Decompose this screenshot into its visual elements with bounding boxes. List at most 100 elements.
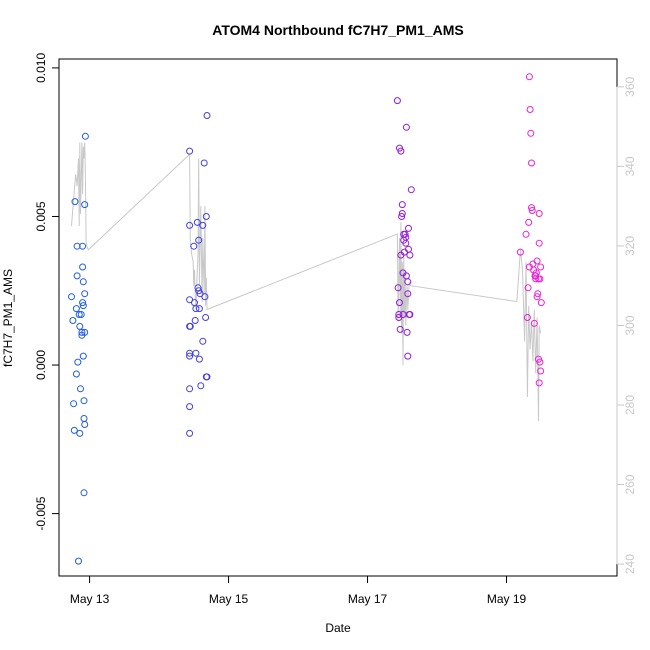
scatter-point xyxy=(398,213,406,220)
scatter-point xyxy=(80,397,88,405)
scatter-point xyxy=(528,159,535,167)
y-tick-label: 0.000 xyxy=(34,350,48,380)
scatter-point xyxy=(77,385,84,393)
scatter-point xyxy=(402,123,410,131)
scatter-point xyxy=(405,245,412,253)
scatter-point xyxy=(394,284,402,292)
scatter-point xyxy=(79,263,87,271)
secondary-line-layer xyxy=(71,142,542,421)
scatter-point xyxy=(75,557,82,565)
y2-tick-label: 340 xyxy=(623,156,637,176)
scatter-point xyxy=(532,272,540,280)
scatter-point xyxy=(407,186,415,194)
x-tick-label: May 15 xyxy=(209,592,249,606)
y-axis-label: fC7H7_PM1_AMS xyxy=(1,269,15,367)
scatter-point xyxy=(79,299,87,307)
scatter-point xyxy=(81,201,89,209)
scatter-point xyxy=(516,248,524,256)
scatter-point xyxy=(406,311,414,318)
scatter-point xyxy=(194,284,202,292)
y-axis-left: -0.005 0.000 0.005 0.010 xyxy=(34,53,59,531)
scatter-point xyxy=(81,132,89,140)
plot-frame xyxy=(58,58,618,577)
y2-tick-label: 240 xyxy=(623,554,637,574)
scatter-point xyxy=(195,236,203,244)
scatter-point xyxy=(78,328,86,336)
scatter-point xyxy=(403,328,411,336)
scatter-point xyxy=(197,382,205,390)
scatter-point xyxy=(79,278,87,286)
scatter-point xyxy=(72,305,80,313)
scatter-point xyxy=(199,221,207,229)
scatter-point xyxy=(79,242,87,250)
scatter-point xyxy=(79,302,87,310)
scatter-point xyxy=(81,328,89,336)
scatter-point xyxy=(404,352,412,360)
scatter-point xyxy=(70,426,78,434)
scatter-point xyxy=(401,230,409,238)
scatter-point xyxy=(193,218,201,226)
scatter-point xyxy=(74,358,82,366)
y-tick-label: -0.005 xyxy=(34,496,48,530)
scatter-point xyxy=(186,429,194,437)
scatter-point xyxy=(535,210,543,217)
x-tick-label: May 17 xyxy=(348,592,388,606)
scatter-point xyxy=(395,311,403,318)
scatter-point xyxy=(397,147,405,155)
scatter-point xyxy=(81,290,89,298)
scatter-point xyxy=(398,210,406,217)
scatter-point xyxy=(532,269,540,277)
scatter-point xyxy=(393,97,401,105)
scatter-point xyxy=(203,373,211,381)
scatter-point xyxy=(405,224,412,232)
scatter-point xyxy=(191,317,199,324)
scatter-point xyxy=(195,305,203,313)
secondary-series-line xyxy=(71,142,542,421)
scatter-point xyxy=(192,349,200,357)
scatter-point xyxy=(68,293,75,301)
scatter-point xyxy=(537,263,545,271)
y2-tick-label: 280 xyxy=(623,395,637,415)
scatter-point xyxy=(526,106,534,113)
scatter-point xyxy=(201,293,209,301)
scatter-point xyxy=(72,370,80,378)
scatter-point xyxy=(396,299,403,307)
scatter-point xyxy=(192,305,200,313)
y2-tick-label: 360 xyxy=(623,76,637,96)
scatter-point xyxy=(527,129,535,137)
scatter-point xyxy=(81,421,89,428)
scatter-point xyxy=(80,489,88,497)
scatter-point xyxy=(80,415,88,422)
scatter-point xyxy=(186,147,194,155)
scatter-point xyxy=(534,290,542,298)
scatter-point xyxy=(396,325,404,333)
x-tick-label: May 19 xyxy=(487,592,527,606)
scatter-point xyxy=(535,239,543,247)
scatter-point xyxy=(77,311,85,318)
x-axis-label: Date xyxy=(325,621,351,635)
scatter-points-layer xyxy=(68,73,545,565)
y-tick-label: 0.005 xyxy=(34,201,48,231)
y2-tick-label: 300 xyxy=(623,315,637,335)
scatter-point xyxy=(71,198,79,206)
scatter-point xyxy=(79,352,87,360)
scatter-point xyxy=(528,204,535,212)
scatter-point xyxy=(186,403,194,411)
scatter-point xyxy=(75,311,83,318)
scatter-point xyxy=(525,73,533,81)
chart-title: ATOM4 Northbound fC7H7_PM1_AMS xyxy=(212,22,464,38)
scatter-point xyxy=(203,112,211,119)
scatter-point xyxy=(535,379,543,387)
scatter-point xyxy=(202,213,210,220)
scatter-point xyxy=(73,272,81,280)
scatter-point xyxy=(537,299,545,307)
scatter-point xyxy=(70,400,78,408)
y2-tick-label: 260 xyxy=(623,474,637,494)
y-tick-label: 0.010 xyxy=(34,53,48,83)
scatter-point xyxy=(530,319,538,327)
scatter-point xyxy=(524,284,532,292)
scatter-point xyxy=(69,317,77,324)
scatter-point xyxy=(402,239,410,247)
scatter-point xyxy=(186,385,194,393)
